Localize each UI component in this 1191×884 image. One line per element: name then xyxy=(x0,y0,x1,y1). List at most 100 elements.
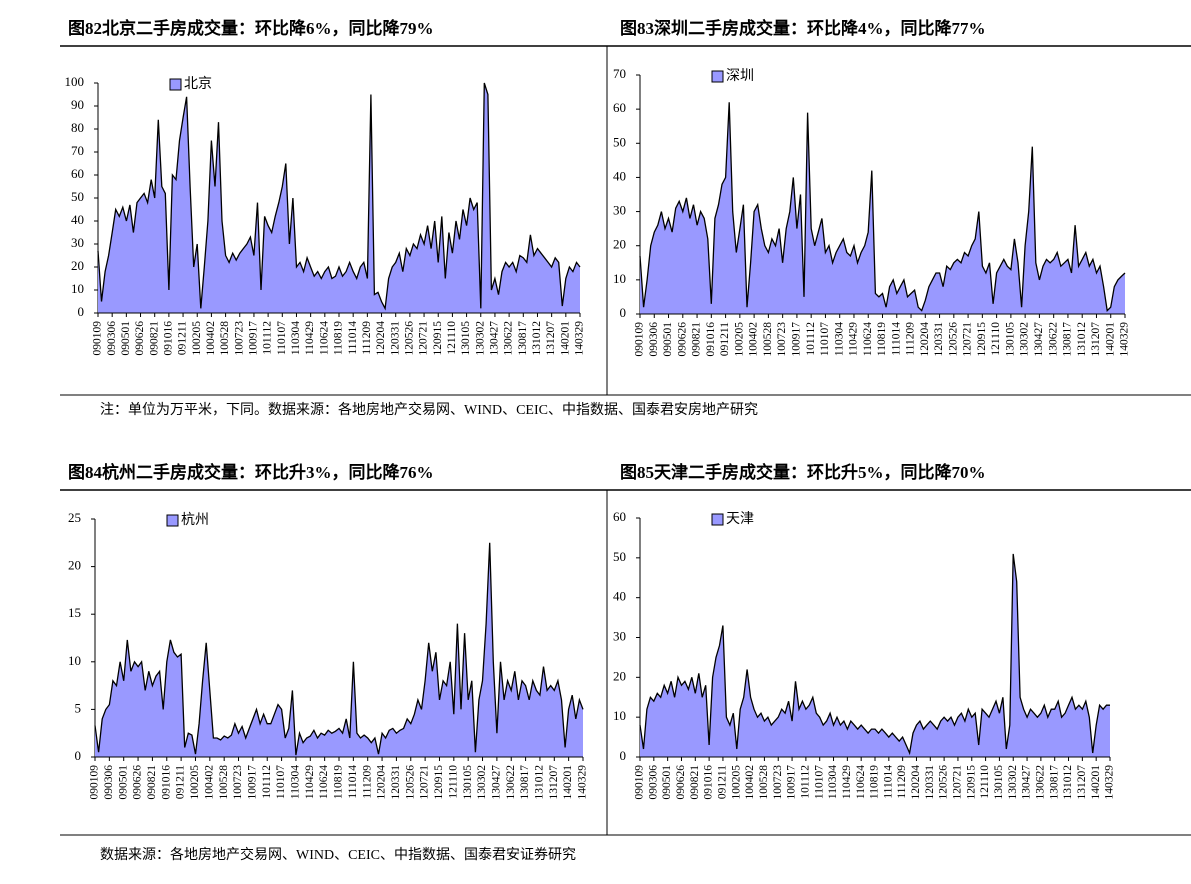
x-tick-label: 120331 xyxy=(933,322,945,357)
y-tick-label: 10 xyxy=(613,708,626,723)
x-tick-label: 100205 xyxy=(730,765,742,800)
area xyxy=(95,542,583,757)
x-tick-label: 100205 xyxy=(189,765,201,800)
x-tick-label: 110107 xyxy=(813,765,825,799)
x-tick-label: 100205 xyxy=(734,322,746,357)
x-tick-label: 110819 xyxy=(869,765,881,799)
area-line xyxy=(639,553,1110,756)
x-tick-label: 090306 xyxy=(648,322,660,357)
x-tick-label: 130427 xyxy=(1021,765,1033,800)
x-tick-label: 111014 xyxy=(890,322,902,356)
x-tick-label: 130302 xyxy=(476,765,488,800)
x-tick-label: 090626 xyxy=(676,322,688,357)
x-tick-label: 101112 xyxy=(805,322,817,356)
area-line xyxy=(97,82,581,311)
x-tick-label: 130622 xyxy=(1035,765,1047,800)
y-tick-label: 40 xyxy=(613,589,626,604)
x-tick-label: 091211 xyxy=(175,765,187,799)
legend-label: 杭州 xyxy=(181,512,209,528)
x-tick-label: 130302 xyxy=(1007,765,1019,800)
x-tick-label: 110819 xyxy=(876,322,888,356)
x-tick-label: 090109 xyxy=(92,321,104,356)
x-tick-label: 110107 xyxy=(276,321,288,355)
x-tick-label: 140329 xyxy=(574,321,586,356)
x-tick-label: 091211 xyxy=(717,765,729,799)
x-tick-label: 091211 xyxy=(177,321,189,355)
x-tick-label: 121110 xyxy=(979,765,991,799)
x-tick-label: 130427 xyxy=(489,321,501,356)
x-tick-label: 091016 xyxy=(705,322,717,357)
note: 数据来源：各地房地产交易网、WIND、CEIC、中指数据、国泰君安证券研究 xyxy=(100,846,576,863)
x-tick-label: 090109 xyxy=(634,765,646,800)
x-tick-label: 111209 xyxy=(905,322,917,356)
y-tick-label: 20 xyxy=(71,258,84,273)
x-tick-label: 090501 xyxy=(661,765,673,800)
x-tick-label: 100528 xyxy=(762,322,774,357)
legend-swatch xyxy=(166,514,179,527)
x-tick-label: 090821 xyxy=(148,321,160,356)
y-tick-label: 20 xyxy=(613,668,626,683)
x-tick-label: 090109 xyxy=(634,322,646,357)
y-tick-label: 10 xyxy=(71,281,84,296)
x-tick-label: 130105 xyxy=(462,765,474,800)
y-tick-label: 0 xyxy=(78,304,85,319)
x-tick-label: 120526 xyxy=(947,322,959,357)
x-tick-label: 110624 xyxy=(318,765,330,799)
x-tick-label: 090501 xyxy=(120,321,132,356)
legend-swatch xyxy=(711,70,724,83)
x-tick-label: 110304 xyxy=(290,321,302,355)
x-tick-label: 130105 xyxy=(1005,322,1017,357)
legend-label: 北京 xyxy=(184,76,212,92)
chart-title: 图85天津二手房成交量：环比升5%，同比降70% xyxy=(620,462,986,482)
y-tick-label: 15 xyxy=(68,605,81,620)
x-tick-label: 140201 xyxy=(1090,765,1102,800)
x-tick-label: 120331 xyxy=(389,321,401,356)
x-tick-label: 131012 xyxy=(1076,322,1088,357)
x-tick-label: 120721 xyxy=(962,322,974,357)
x-tick-label: 100205 xyxy=(191,321,203,356)
x-tick-label: 100528 xyxy=(758,765,770,800)
x-tick-label: 100723 xyxy=(232,765,244,800)
x-tick-label: 120526 xyxy=(938,765,950,800)
y-tick-label: 40 xyxy=(71,212,84,227)
x-tick-label: 110624 xyxy=(855,765,867,799)
y-tick-label: 10 xyxy=(68,653,81,668)
y-tick-label: 60 xyxy=(613,509,626,524)
x-tick-label: 090626 xyxy=(132,765,144,800)
x-tick-label: 120331 xyxy=(924,765,936,800)
x-tick-label: 110429 xyxy=(841,765,853,799)
x-tick-label: 131012 xyxy=(1062,765,1074,800)
x-tick-label: 120721 xyxy=(952,765,964,800)
y-tick-label: 20 xyxy=(613,237,626,252)
y-tick-label: 50 xyxy=(613,134,626,149)
x-tick-label: 130622 xyxy=(503,321,515,356)
x-tick-label: 121110 xyxy=(990,322,1002,356)
x-tick-label: 120526 xyxy=(404,321,416,356)
x-tick-label: 090821 xyxy=(691,322,703,357)
x-tick-label: 131207 xyxy=(1090,322,1102,357)
y-tick-label: 60 xyxy=(71,166,84,181)
x-tick-label: 130105 xyxy=(993,765,1005,800)
x-tick-label: 100723 xyxy=(772,765,784,800)
x-tick-label: 121110 xyxy=(447,765,459,799)
x-tick-label: 100402 xyxy=(748,322,760,357)
x-tick-label: 120204 xyxy=(919,322,931,357)
x-tick-label: 101112 xyxy=(262,321,274,355)
x-tick-label: 130622 xyxy=(1047,322,1059,357)
area xyxy=(640,553,1110,757)
x-tick-label: 100402 xyxy=(205,321,217,356)
x-tick-label: 090501 xyxy=(117,765,129,800)
y-tick-label: 70 xyxy=(613,66,626,81)
x-tick-label: 090306 xyxy=(103,765,115,800)
x-tick-label: 120721 xyxy=(418,321,430,356)
x-tick-label: 121110 xyxy=(446,321,458,355)
x-tick-label: 090501 xyxy=(662,322,674,357)
y-tick-label: 30 xyxy=(71,235,84,250)
x-tick-label: 131207 xyxy=(1076,765,1088,800)
x-tick-label: 100528 xyxy=(219,321,231,356)
y-tick-label: 40 xyxy=(613,168,626,183)
x-tick-label: 130427 xyxy=(491,765,503,800)
x-tick-label: 110429 xyxy=(304,765,316,799)
x-tick-label: 100917 xyxy=(248,321,260,356)
x-tick-label: 111209 xyxy=(361,321,373,355)
